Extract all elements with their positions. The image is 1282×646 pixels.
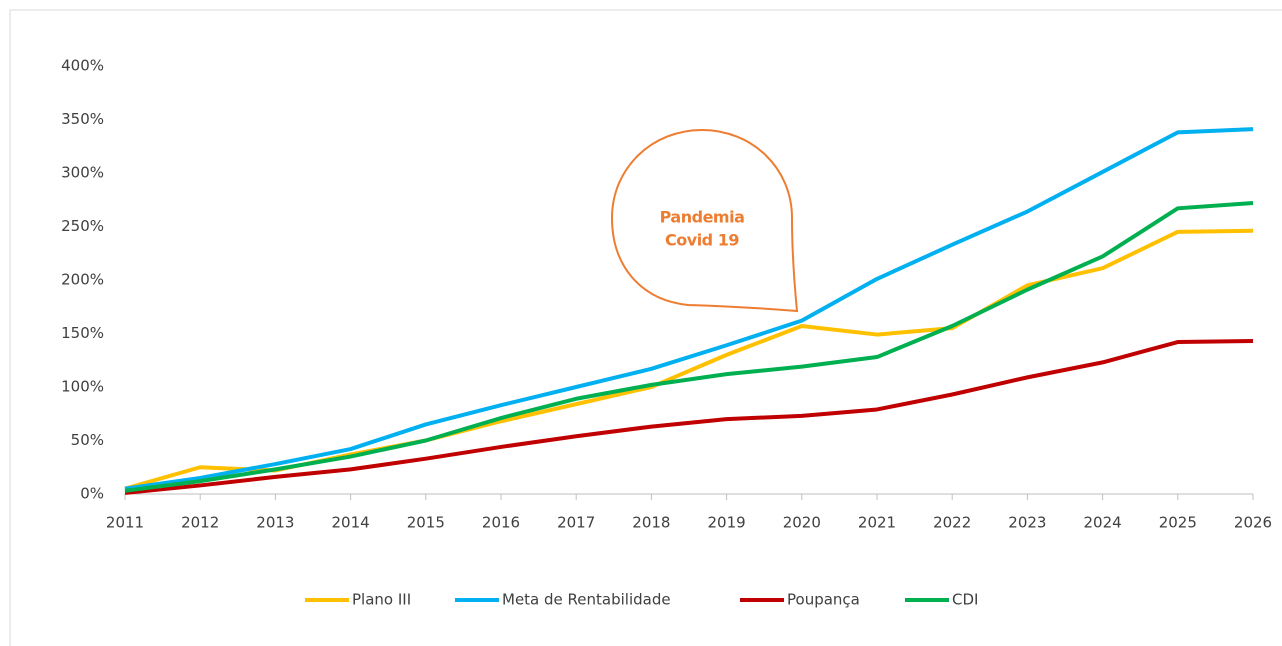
x-tick-label: 2022 <box>933 514 971 532</box>
x-tick-label: 2020 <box>783 514 821 532</box>
series-line <box>124 200 1254 493</box>
x-tick-label: 2018 <box>632 514 670 532</box>
y-tick-label: 50% <box>71 431 104 449</box>
x-tick-label: 2025 <box>1159 514 1197 532</box>
annotation: Covid 19 <box>665 231 739 250</box>
legend-label: Meta de Rentabilidade <box>502 591 671 609</box>
x-tick-label: 2019 <box>708 514 746 532</box>
y-tick-label: 200% <box>61 271 104 289</box>
legend-label: Plano III <box>352 591 411 609</box>
x-tick-label: 2017 <box>557 514 595 532</box>
legend-label: CDI <box>952 591 978 609</box>
x-tick-label: 2014 <box>332 514 370 532</box>
series-line <box>124 338 1254 495</box>
y-tick-label: 350% <box>61 110 104 128</box>
y-tick-label: 150% <box>61 324 104 342</box>
chart-frame <box>9 9 1282 646</box>
x-tick-label: 2012 <box>181 514 219 532</box>
annotation: Pandemia <box>660 208 745 227</box>
x-tick-label: 2024 <box>1084 514 1122 532</box>
y-tick-label: 100% <box>61 378 104 396</box>
x-tick-label: 2021 <box>858 514 896 532</box>
x-tick-label: 2016 <box>482 514 520 532</box>
y-tick-label: 250% <box>61 217 104 235</box>
y-tick-label: 0% <box>80 485 104 503</box>
y-tick-label: 400% <box>61 57 104 75</box>
x-tick-label: 2013 <box>256 514 294 532</box>
series-line <box>124 127 1254 491</box>
x-tick-label: 2023 <box>1008 514 1046 532</box>
x-tick-label: 2015 <box>407 514 445 532</box>
legend-label: Poupança <box>787 591 860 609</box>
x-tick-label: 2011 <box>106 514 144 532</box>
x-tick-label: 2026 <box>1234 514 1272 532</box>
y-tick-label: 300% <box>61 164 104 182</box>
callout-bubble <box>610 128 799 313</box>
